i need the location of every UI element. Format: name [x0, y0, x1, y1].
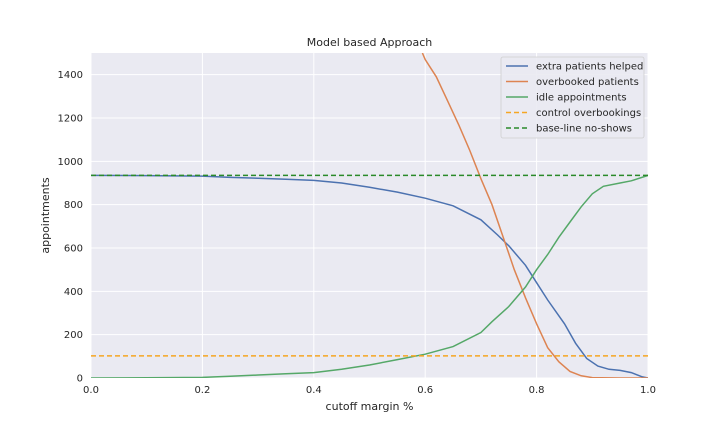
x-tick-label: 0.0 [83, 385, 99, 396]
y-axis-label: appointments [39, 177, 52, 254]
legend-entry-idle-appointments: idle appointments [536, 93, 627, 104]
legend-entry-overbooked-patients: overbooked patients [536, 77, 639, 88]
series-layer [91, 53, 648, 378]
series-line-idle-appointments [91, 174, 648, 378]
y-tick-label: 0 [77, 374, 83, 385]
x-tick-label: 0.8 [529, 385, 545, 396]
x-axis-ticks: 0.0 0.2 0.4 0.6 0.8 1.0 [83, 385, 656, 396]
legend-entry-base-line-no-shows: base-line no-shows [536, 124, 632, 135]
y-tick-label: 400 [64, 287, 83, 298]
y-tick-label: 200 [64, 330, 83, 341]
y-tick-label: 1000 [58, 157, 83, 168]
y-tick-label: 1200 [58, 114, 83, 125]
chart-title: Model based Approach [307, 36, 433, 49]
legend-entry-control-overbookings: control overbookings [536, 108, 641, 119]
x-axis-label: cutoff margin % [326, 400, 414, 413]
y-tick-label: 1400 [58, 70, 83, 81]
x-tick-label: 0.6 [417, 385, 433, 396]
legend: extra patients helped overbooked patients… [500, 56, 645, 139]
y-tick-label: 600 [64, 244, 83, 255]
legend-entry-extra-patients-helped: extra patients helped [536, 62, 643, 73]
x-tick-label: 0.4 [306, 385, 322, 396]
series-line-extra-patients-helped [91, 174, 648, 378]
x-tick-label: 0.2 [194, 385, 210, 396]
grid [90, 53, 649, 379]
y-axis-ticks: 0 200 400 600 800 1000 1200 1400 [58, 70, 83, 384]
series-line-overbooked-patients [421, 53, 648, 378]
legend-box [500, 56, 645, 139]
x-tick-label: 1.0 [640, 385, 656, 396]
y-tick-label: 800 [64, 200, 83, 211]
